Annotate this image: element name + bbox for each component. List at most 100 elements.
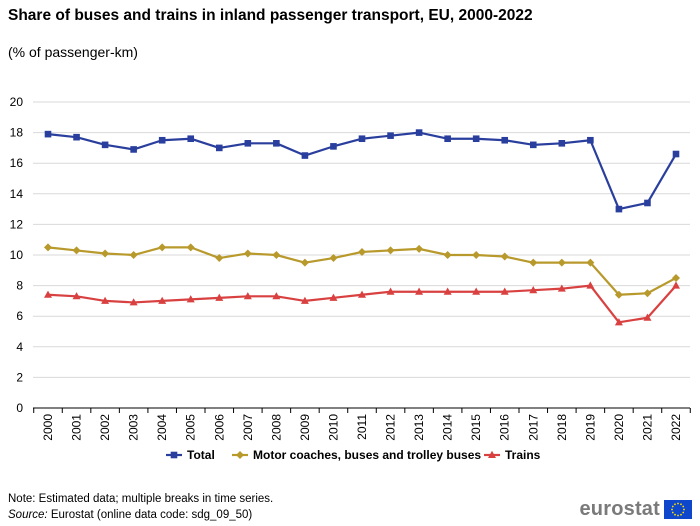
x-tick-label: 2000	[41, 414, 55, 441]
data-point-coaches	[329, 254, 338, 263]
data-point-total	[158, 136, 166, 144]
legend-item-coaches: Motor coaches, buses and trolley buses	[232, 448, 481, 462]
data-point-coaches	[272, 251, 281, 259]
flag-star	[680, 503, 682, 506]
data-point-trains	[272, 292, 281, 300]
data-point-coaches	[158, 243, 167, 252]
x-tick-label: 2002	[98, 414, 112, 441]
legend-item-trains: Trains	[484, 448, 541, 462]
axis-layer: 0 2 4 6 8 10 12 14 16 18 20 2000 2001 2002 2003 2004 200…	[10, 95, 691, 441]
series-coaches	[44, 243, 680, 299]
x-tick-label: 2014	[441, 414, 455, 441]
data-point-total	[615, 205, 623, 213]
data-point-coaches	[386, 246, 395, 255]
y-tick-label: 0	[16, 401, 23, 415]
x-tick-label: 2015	[469, 414, 483, 441]
eu-flag-icon	[664, 500, 692, 519]
x-tick-label: 2018	[555, 414, 569, 441]
data-point-coaches	[472, 251, 481, 259]
source-line: Source: Eurostat (online data code: sdg_…	[8, 509, 252, 521]
data-point-trains	[215, 293, 224, 301]
footnote: Note: Estimated data; multiple breaks in…	[8, 493, 274, 505]
data-point-total	[387, 132, 394, 139]
x-tick-label: 2019	[583, 414, 597, 441]
x-tick-label: 2020	[612, 414, 626, 441]
data-point-trains	[44, 290, 52, 298]
x-tick-label: 2012	[384, 414, 398, 441]
data-point-coaches	[72, 246, 81, 255]
y-tick-label: 2	[16, 370, 23, 384]
flag-star	[680, 513, 682, 516]
data-point-trains	[557, 284, 566, 292]
data-point-trains	[101, 296, 110, 304]
chart-subtitle: (% of passenger-km)	[8, 44, 138, 60]
data-point-trains	[500, 287, 509, 295]
data-point-total	[529, 141, 537, 149]
x-tick-label: 2009	[298, 414, 312, 441]
y-tick-label: 18	[10, 126, 24, 140]
data-point-coaches	[358, 247, 366, 256]
legend-swatch-marker	[170, 451, 178, 459]
flag-star	[677, 502, 679, 505]
data-point-coaches	[215, 254, 224, 263]
data-point-total	[415, 129, 423, 136]
data-point-trains	[300, 296, 309, 304]
x-tick-label: 2005	[184, 414, 198, 441]
data-point-coaches	[243, 249, 252, 258]
flag-star	[674, 513, 676, 516]
flag-star	[682, 511, 685, 514]
y-tick-label: 6	[16, 309, 23, 323]
data-point-trains	[643, 313, 652, 321]
data-point-coaches	[614, 290, 623, 299]
data-point-total	[672, 150, 680, 158]
data-point-total	[472, 135, 480, 143]
legend-swatch-marker	[488, 450, 496, 458]
data-point-trains	[158, 296, 167, 304]
data-point-total	[130, 146, 137, 153]
data-point-coaches	[500, 252, 509, 261]
flag-star	[671, 505, 674, 508]
x-tick-label: 2016	[498, 414, 512, 441]
data-point-trains	[443, 287, 452, 295]
y-tick-label: 16	[10, 156, 24, 170]
data-point-total	[358, 135, 366, 143]
x-tick-label: 2017	[526, 414, 540, 441]
data-point-trains	[386, 287, 395, 295]
flag-star	[671, 508, 673, 511]
data-point-trains	[72, 292, 81, 300]
data-point-coaches	[300, 258, 309, 267]
data-point-coaches	[415, 244, 424, 253]
x-tick-label: 2022	[669, 414, 683, 441]
series-line-total	[47, 131, 677, 211]
data-point-coaches	[101, 249, 110, 258]
x-tick-label: 2011	[355, 414, 369, 440]
flag-star	[682, 505, 685, 508]
data-point-total	[244, 140, 252, 147]
eurostat-wordmark: eurostat	[579, 498, 660, 520]
line-chart: 0 2 4 6 8 10 12 14 16 18 20 2000 2001 2002 2003 2004 200…	[10, 95, 691, 462]
legend-label-trains: Trains	[505, 448, 541, 462]
x-tick-label: 2004	[155, 414, 169, 441]
series-total	[44, 129, 680, 213]
x-tick-label: 2021	[640, 414, 654, 441]
x-tick-label: 2010	[326, 414, 340, 441]
legend-label-total: Total	[187, 448, 215, 462]
x-tick-label: 2008	[269, 414, 283, 441]
source-text: Eurostat (online data code: sdg_09_50)	[47, 509, 253, 521]
data-point-trains	[358, 290, 366, 298]
data-point-coaches	[557, 258, 566, 267]
x-tick-label: 2001	[70, 414, 84, 441]
data-point-trains	[243, 292, 252, 300]
series-layer	[44, 129, 680, 326]
y-tick-label: 20	[10, 95, 24, 109]
data-point-total	[44, 130, 52, 138]
series-trains	[44, 281, 680, 326]
data-point-total	[73, 133, 80, 141]
chart-title: Share of buses and trains in inland pass…	[8, 7, 533, 24]
data-point-total	[273, 140, 280, 147]
data-point-total	[187, 135, 195, 143]
flag-star	[677, 514, 679, 517]
data-point-total	[558, 140, 566, 147]
data-point-total	[501, 136, 509, 144]
data-point-total	[587, 136, 594, 144]
